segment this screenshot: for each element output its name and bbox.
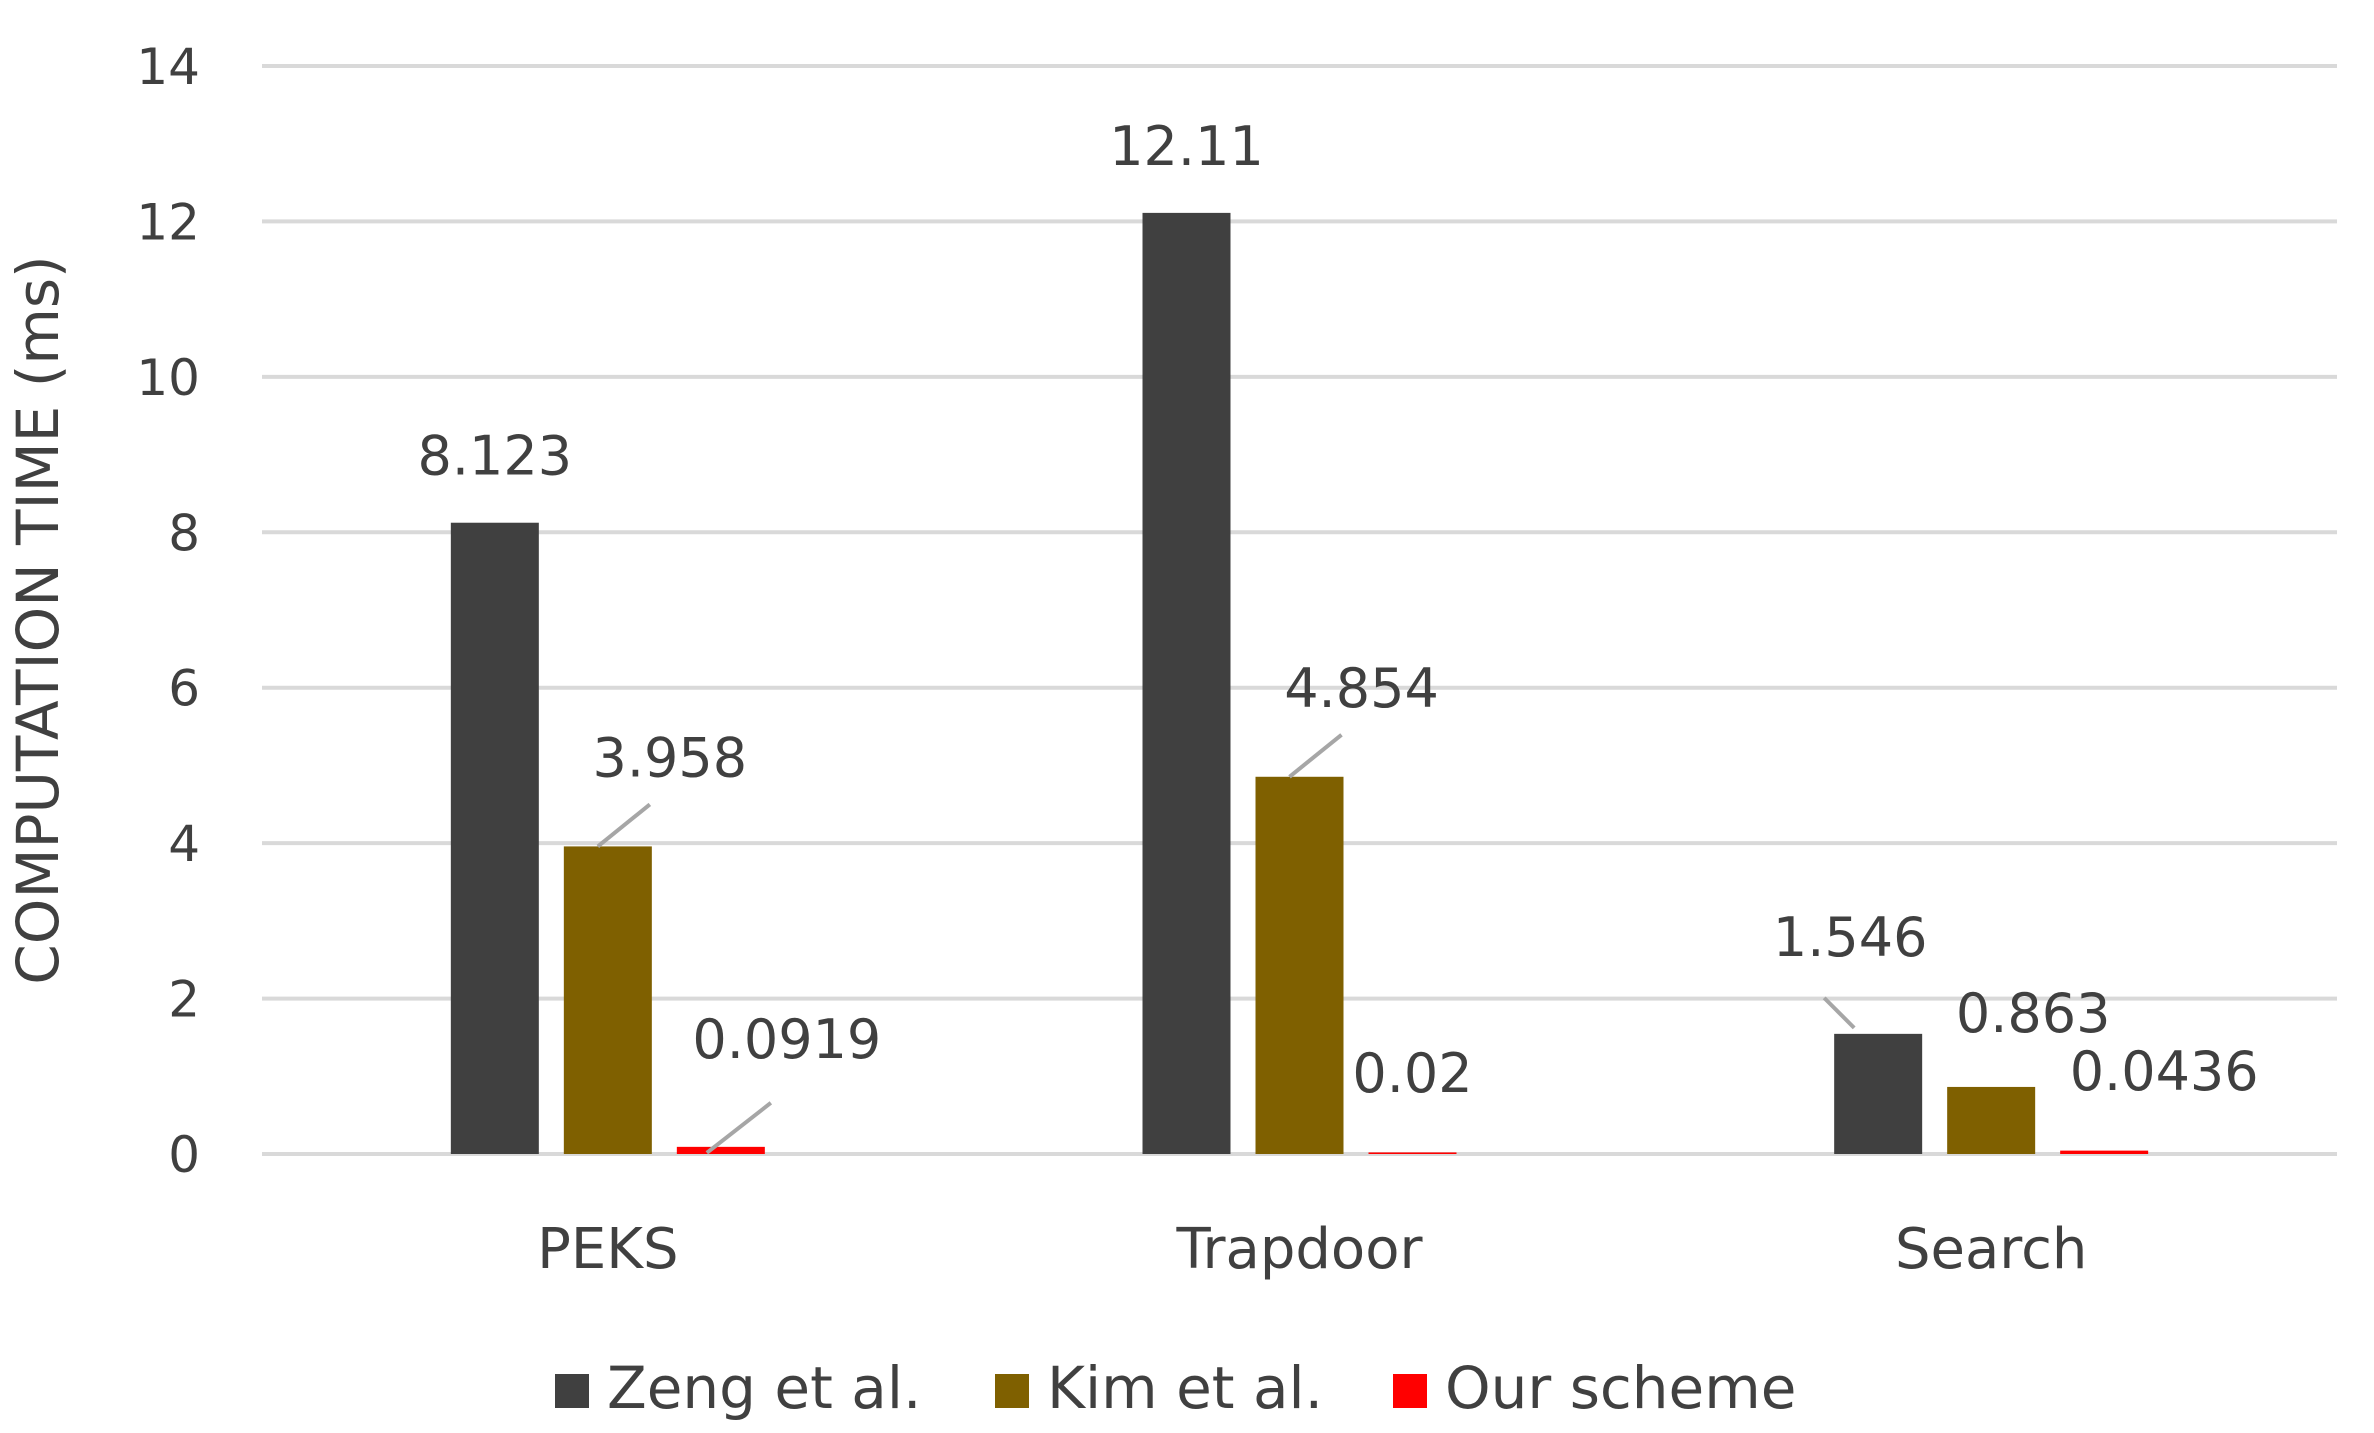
bars xyxy=(450,212,2149,1154)
data-label: 0.863 xyxy=(1956,982,2111,1045)
leader-lines xyxy=(596,733,1856,1155)
legend-swatch xyxy=(995,1374,1029,1408)
y-tick-label: 8 xyxy=(168,504,200,562)
data-label: 0.0919 xyxy=(692,1008,881,1071)
bar xyxy=(1255,776,1344,1154)
leader-line xyxy=(1822,996,1856,1030)
legend-swatch xyxy=(555,1374,589,1408)
data-label: 4.854 xyxy=(1284,657,1439,720)
data-label: 12.11 xyxy=(1109,115,1264,178)
data-label: 0.02 xyxy=(1352,1042,1472,1105)
bar xyxy=(2060,1150,2149,1154)
bar xyxy=(1368,1152,1457,1154)
x-category-label: Trapdoor xyxy=(1176,1217,1424,1282)
legend-label: Kim et al. xyxy=(1047,1354,1323,1422)
bar xyxy=(676,1146,765,1154)
y-tick-label: 0 xyxy=(168,1126,200,1184)
y-tick-label: 12 xyxy=(136,193,200,251)
bar xyxy=(1834,1033,1923,1154)
x-axis-categories: PEKS Trapdoor Search xyxy=(537,1217,2087,1282)
y-axis-label: COMPUTATION TIME (ms) xyxy=(4,255,72,984)
y-axis-ticks: 0 2 4 6 8 10 12 14 xyxy=(136,38,200,1184)
legend: Zeng et al. Kim et al. Our scheme xyxy=(555,1354,1796,1422)
y-tick-label: 10 xyxy=(136,349,200,407)
data-labels: 8.123 3.958 0.0919 12.11 4.854 0.02 1.546 0.863… xyxy=(418,115,2259,1105)
data-label: 1.546 xyxy=(1773,906,1928,969)
data-label: 0.0436 xyxy=(2070,1040,2259,1103)
legend-swatch xyxy=(1393,1374,1427,1408)
y-tick-label: 14 xyxy=(136,38,200,96)
legend-label: Zeng et al. xyxy=(607,1354,921,1422)
bar xyxy=(1947,1086,2036,1154)
legend-label: Our scheme xyxy=(1445,1354,1796,1422)
y-tick-label: 4 xyxy=(168,815,200,873)
leader-line xyxy=(596,802,652,848)
x-category-label: PEKS xyxy=(537,1217,678,1282)
leader-line xyxy=(1288,733,1343,779)
bar xyxy=(1142,212,1231,1154)
y-tick-label: 2 xyxy=(168,971,200,1029)
data-label: 8.123 xyxy=(418,425,573,488)
data-label: 3.958 xyxy=(593,726,748,789)
leader-line xyxy=(705,1101,773,1155)
bar xyxy=(563,846,652,1154)
bar xyxy=(450,522,539,1154)
x-category-label: Search xyxy=(1895,1217,2087,1282)
y-tick-label: 6 xyxy=(168,660,200,718)
